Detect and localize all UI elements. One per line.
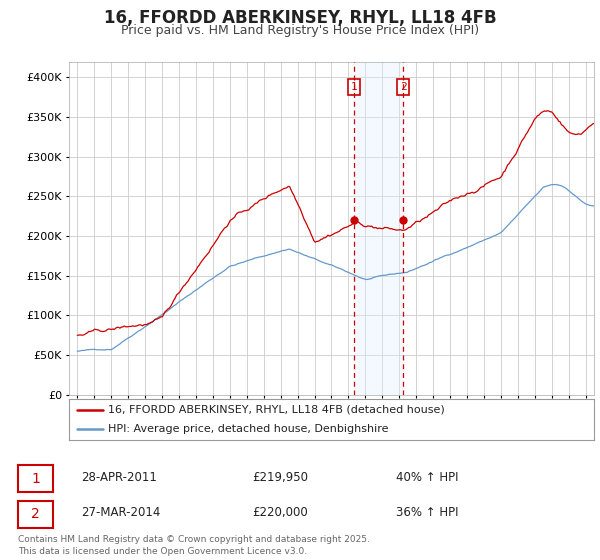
Bar bbox=[354, 62, 403, 395]
Text: 27-MAR-2014: 27-MAR-2014 bbox=[81, 506, 160, 519]
Text: 36% ↑ HPI: 36% ↑ HPI bbox=[396, 506, 458, 519]
Text: 28-APR-2011: 28-APR-2011 bbox=[81, 470, 157, 484]
Text: Contains HM Land Registry data © Crown copyright and database right 2025.
This d: Contains HM Land Registry data © Crown c… bbox=[18, 535, 370, 556]
Text: 1: 1 bbox=[31, 472, 40, 486]
Text: £219,950: £219,950 bbox=[252, 470, 308, 484]
Text: 2: 2 bbox=[31, 507, 40, 521]
Text: 40% ↑ HPI: 40% ↑ HPI bbox=[396, 470, 458, 484]
Text: 2: 2 bbox=[400, 82, 407, 92]
Text: 16, FFORDD ABERKINSEY, RHYL, LL18 4FB: 16, FFORDD ABERKINSEY, RHYL, LL18 4FB bbox=[104, 9, 496, 27]
Text: 1: 1 bbox=[350, 82, 357, 92]
Text: 16, FFORDD ABERKINSEY, RHYL, LL18 4FB (detached house): 16, FFORDD ABERKINSEY, RHYL, LL18 4FB (d… bbox=[109, 405, 445, 415]
Text: HPI: Average price, detached house, Denbighshire: HPI: Average price, detached house, Denb… bbox=[109, 424, 389, 434]
Text: Price paid vs. HM Land Registry's House Price Index (HPI): Price paid vs. HM Land Registry's House … bbox=[121, 24, 479, 37]
Text: £220,000: £220,000 bbox=[252, 506, 308, 519]
